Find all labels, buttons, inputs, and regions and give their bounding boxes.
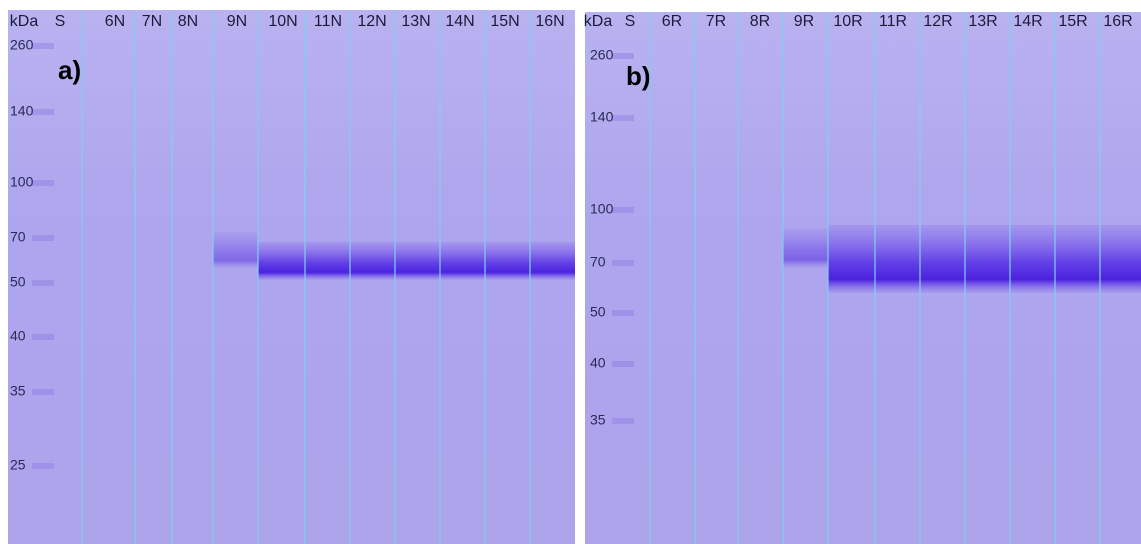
ladder-band (32, 109, 54, 115)
marker-label: 100 (10, 174, 34, 190)
ladder-band (612, 260, 634, 266)
marker-label: 260 (590, 47, 614, 63)
ladder-band (612, 361, 634, 367)
unit-label: kDa (584, 13, 613, 30)
marker-label: 140 (10, 103, 34, 119)
lane-label: 14N (445, 13, 474, 30)
protein-band (258, 242, 575, 280)
marker-label: 50 (590, 304, 606, 320)
panel-label: b) (626, 61, 651, 91)
marker-label: 40 (10, 328, 26, 344)
ladder-band (612, 207, 634, 213)
lane-label: 9R (794, 13, 814, 30)
marker-label: 35 (590, 412, 606, 428)
ladder-band (32, 43, 54, 49)
lane-label: 16N (535, 13, 564, 30)
marker-label: 260 (10, 37, 34, 53)
ladder-band (612, 53, 634, 59)
ladder-band (612, 310, 634, 316)
marker-label: 70 (10, 229, 26, 245)
marker-label: 70 (590, 254, 606, 270)
lane-label: 10R (833, 13, 862, 30)
lane-label: 15N (490, 13, 519, 30)
unit-label: kDa (10, 13, 39, 30)
standard-lane-label: S (625, 13, 636, 30)
lane-label: 8R (750, 13, 770, 30)
protein-band (783, 228, 828, 268)
marker-label: 100 (590, 201, 614, 217)
marker-label: 50 (10, 274, 26, 290)
lane-label: 6R (662, 13, 682, 30)
lane-label: 8N (178, 13, 198, 30)
marker-label: 35 (10, 383, 26, 399)
standard-lane-label: S (55, 13, 66, 30)
ladder-band (612, 418, 634, 424)
lane-label: 12R (923, 13, 952, 30)
ladder-band (612, 115, 634, 121)
lane-label: 12N (357, 13, 386, 30)
ladder-band (32, 180, 54, 186)
protein-band (828, 225, 1141, 293)
marker-label: 140 (590, 109, 614, 125)
lane-label: 10N (268, 13, 297, 30)
marker-label: 25 (10, 457, 26, 473)
lane-label: 13N (401, 13, 430, 30)
lane-label: 11N (314, 13, 342, 30)
ladder-band (32, 463, 54, 469)
ladder-band (32, 334, 54, 340)
lane-label: 13R (968, 13, 997, 30)
lane-label: 11R (879, 13, 907, 30)
ladder-band (32, 280, 54, 286)
lane-label: 7N (142, 13, 162, 30)
lane-label: 6N (105, 13, 125, 30)
ladder-band (32, 235, 54, 241)
lane-label: 16R (1103, 13, 1132, 30)
ladder-band (32, 389, 54, 395)
protein-band (213, 232, 258, 268)
marker-label: 40 (590, 355, 606, 371)
lane-label: 14R (1013, 13, 1042, 30)
lane-label: 7R (706, 13, 726, 30)
lane-label: 9N (227, 13, 247, 30)
panel-label: a) (58, 55, 81, 85)
lane-label: 15R (1058, 13, 1087, 30)
